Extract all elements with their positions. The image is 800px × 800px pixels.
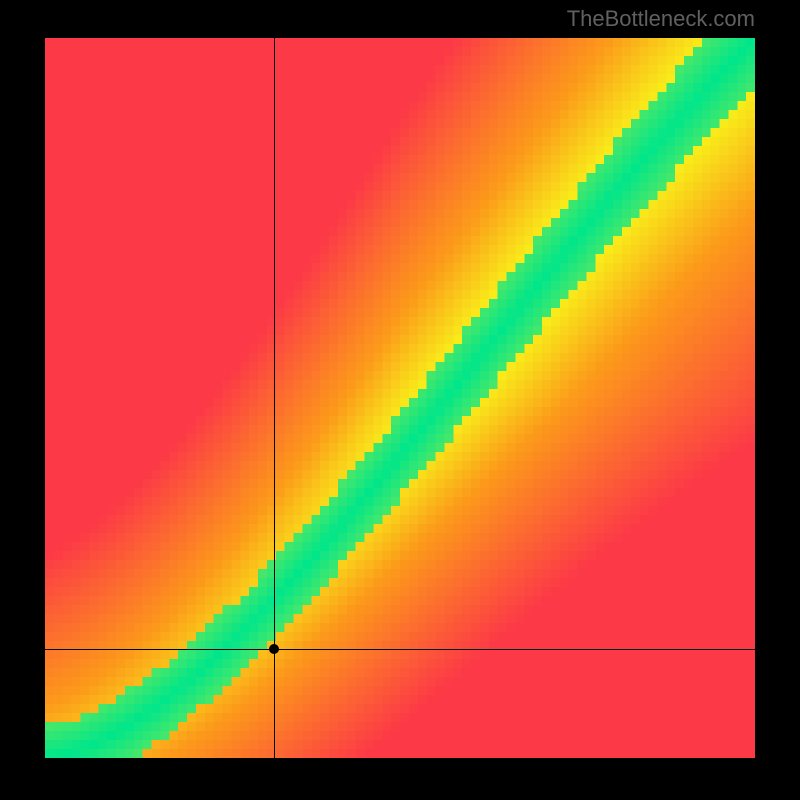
watermark-text: TheBottleneck.com — [567, 6, 755, 32]
crosshair-horizontal — [45, 649, 755, 650]
heatmap-canvas — [45, 38, 755, 758]
bottleneck-heatmap — [45, 38, 755, 758]
selection-marker — [269, 644, 279, 654]
